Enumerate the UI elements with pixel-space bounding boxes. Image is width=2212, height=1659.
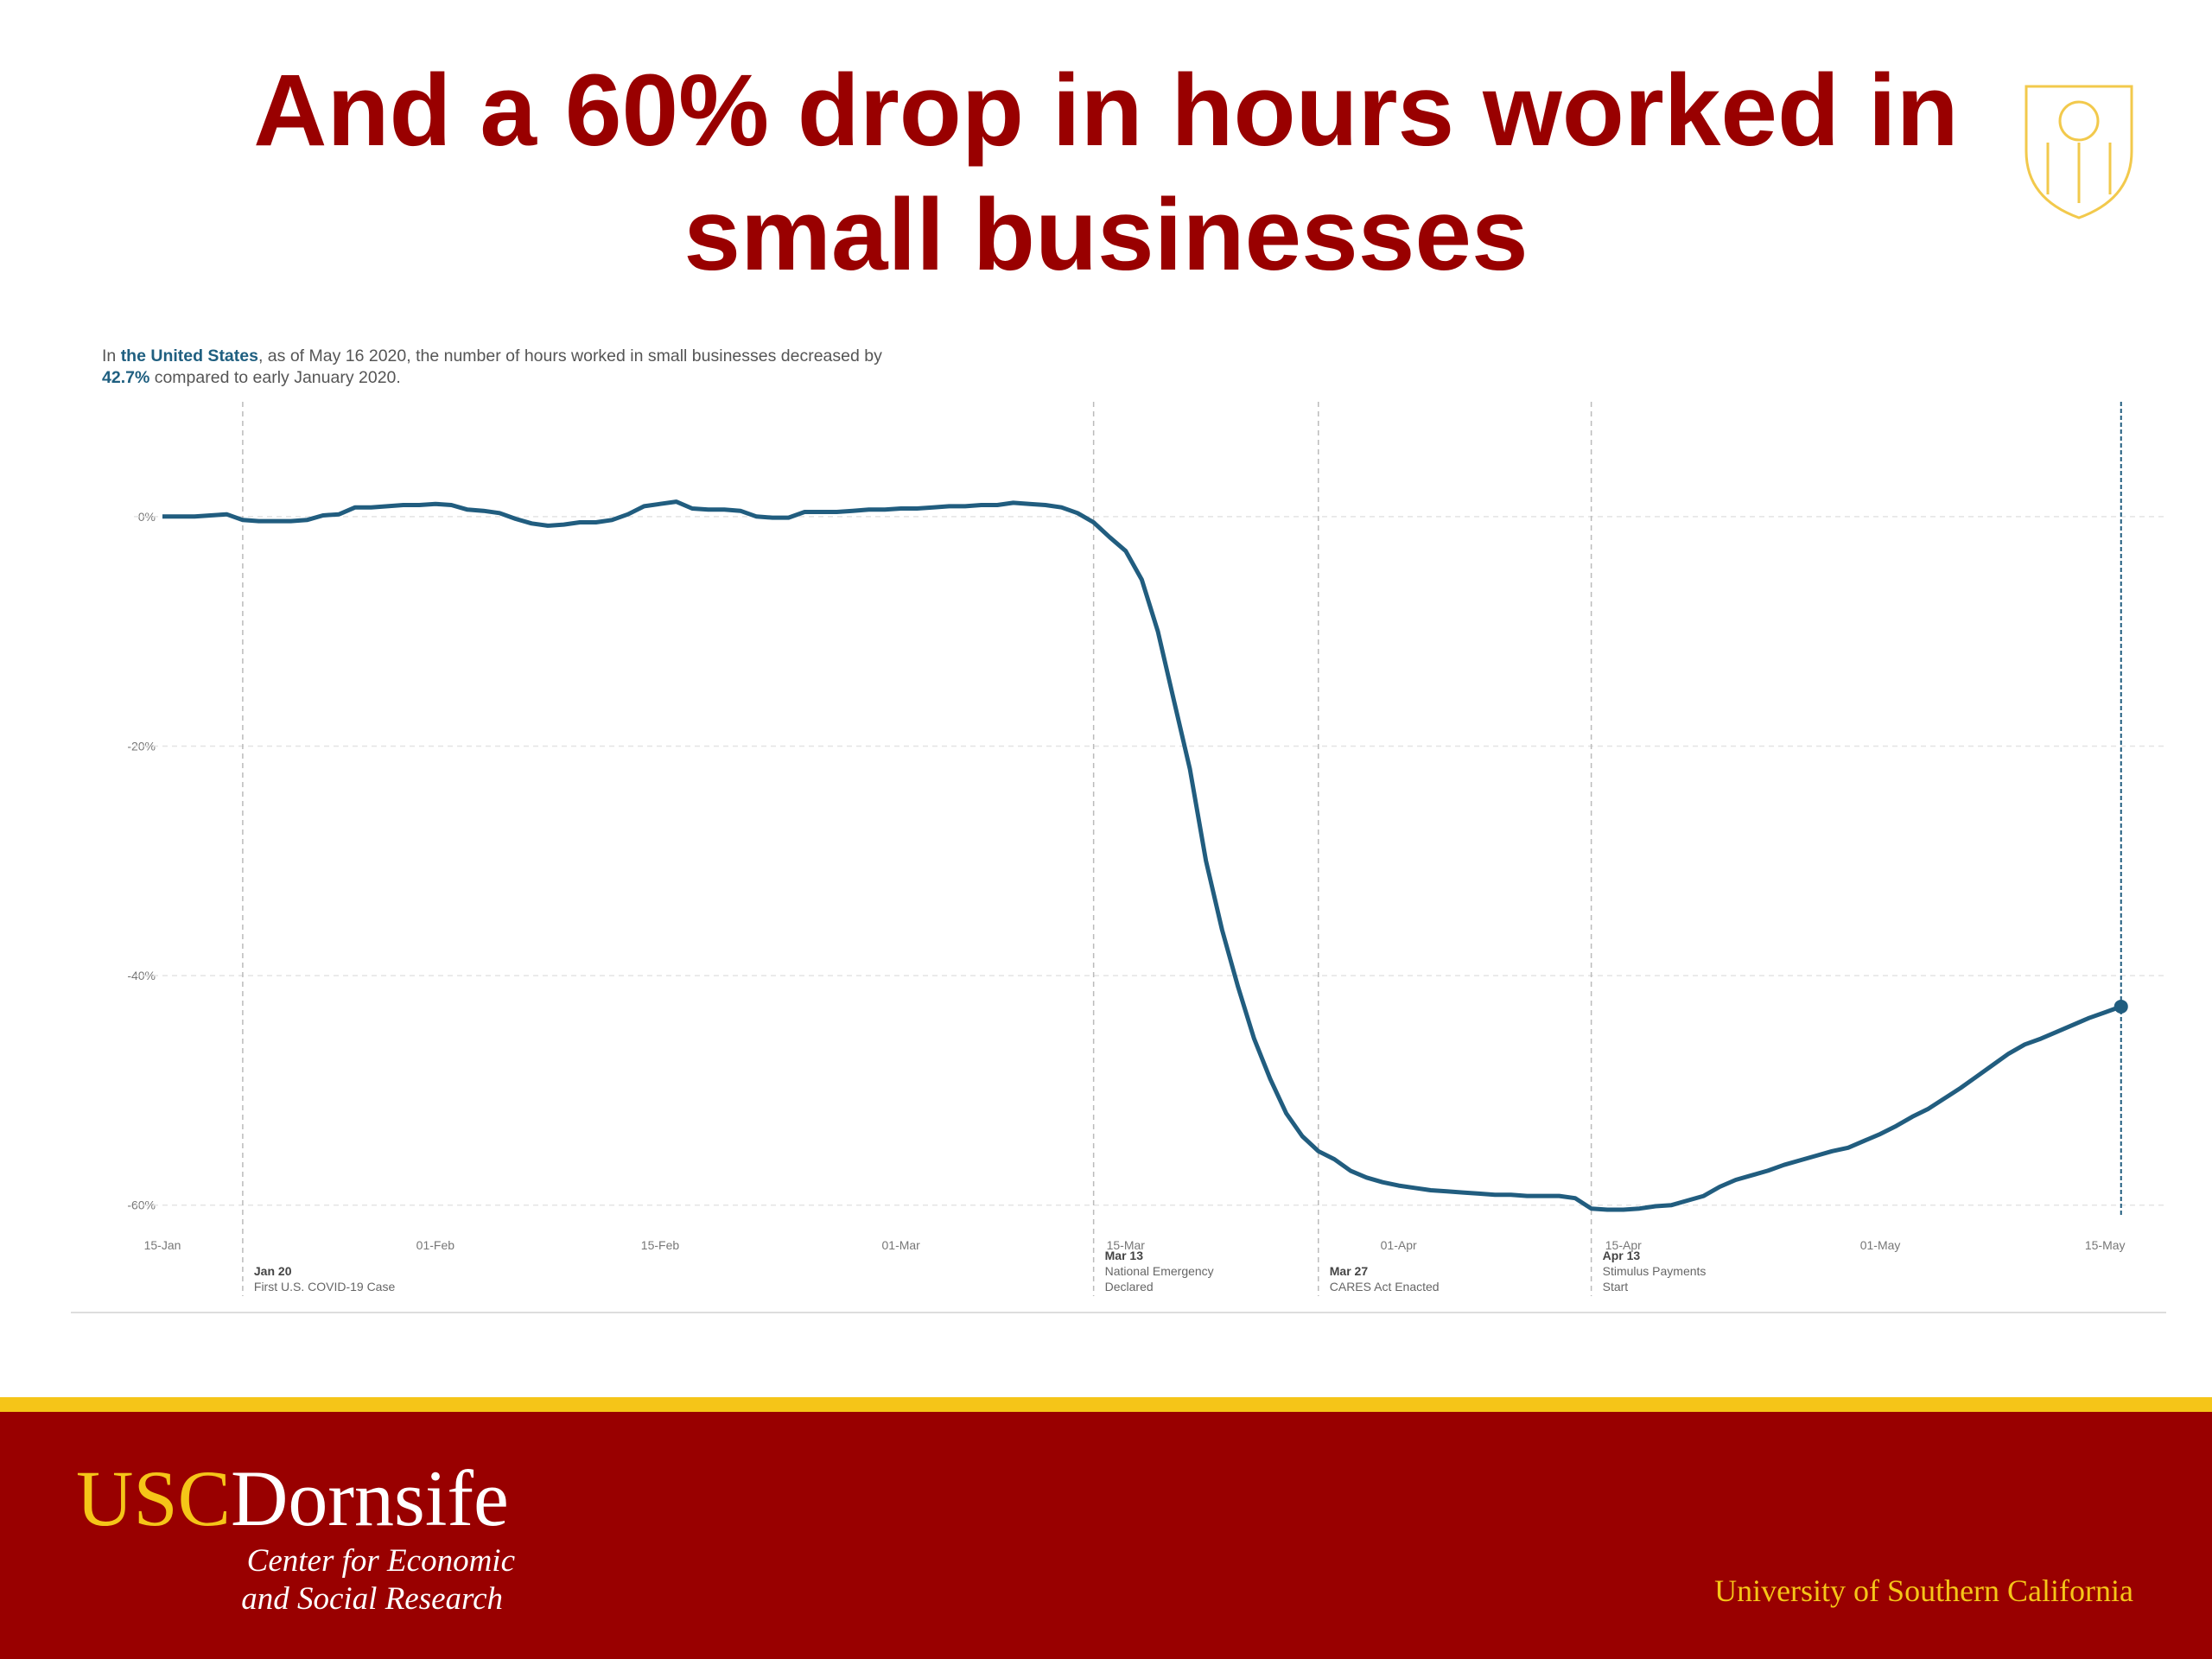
event-date: Mar 13 <box>1105 1249 1144 1262</box>
subtitle-text: , as of May 16 2020, the number of hours… <box>257 346 882 365</box>
chart-subtitle: In the United States, as of May 16 2020,… <box>102 346 906 389</box>
y-tick-label: -20% <box>127 739 156 753</box>
event-text: Stimulus Payments <box>1603 1264 1707 1278</box>
y-tick-label: -40% <box>127 969 156 982</box>
subtitle-highlight: the United States <box>120 346 258 365</box>
footer-band <box>0 1412 2212 1659</box>
event-date: Jan 20 <box>254 1264 292 1278</box>
x-tick-label: 01-Feb <box>416 1238 455 1252</box>
event-text: CARES Act Enacted <box>1330 1280 1440 1294</box>
y-tick-label: -60% <box>127 1198 156 1212</box>
x-tick-label: 01-Mar <box>882 1238 921 1252</box>
center-name: and Social Research <box>241 1581 503 1617</box>
subtitle-text: compared to early January 2020. <box>149 368 401 387</box>
logo-dornsife: Dornsife <box>231 1454 509 1542</box>
x-tick-label: 15-Jan <box>144 1238 181 1252</box>
end-marker <box>2113 999 2128 1014</box>
subtitle-text: In <box>102 346 121 365</box>
university-name: University of Southern California <box>1714 1573 2133 1608</box>
event-text: National Emergency <box>1105 1264 1214 1278</box>
center-name: Center for Economic <box>247 1543 516 1579</box>
seal <box>2024 85 2133 219</box>
event-text: Start <box>1603 1280 1629 1294</box>
x-tick-label: 15-May <box>2085 1238 2126 1252</box>
event-date: Apr 13 <box>1603 1249 1641 1262</box>
event-text: First U.S. COVID-19 Case <box>254 1280 396 1294</box>
logo-usc: USC <box>76 1454 231 1542</box>
slide-title: small businesses <box>683 178 1528 292</box>
event-text: Declared <box>1105 1280 1154 1294</box>
data-line <box>162 499 2122 1212</box>
x-tick-label: 15-Feb <box>641 1238 680 1252</box>
x-tick-label: 15-Apr <box>1605 1238 1642 1252</box>
logo: USCDornsife <box>76 1454 509 1542</box>
event-date: Mar 27 <box>1330 1264 1369 1278</box>
slide-title: And a 60% drop in hours worked in <box>253 54 1958 168</box>
subtitle-highlight: 42.7% <box>102 368 150 387</box>
x-tick-label: 15-Mar <box>1107 1238 1146 1252</box>
x-tick-label: 01-May <box>1860 1238 1901 1252</box>
gold-band <box>0 1397 2212 1412</box>
x-tick-label: 01-Apr <box>1381 1238 1417 1252</box>
